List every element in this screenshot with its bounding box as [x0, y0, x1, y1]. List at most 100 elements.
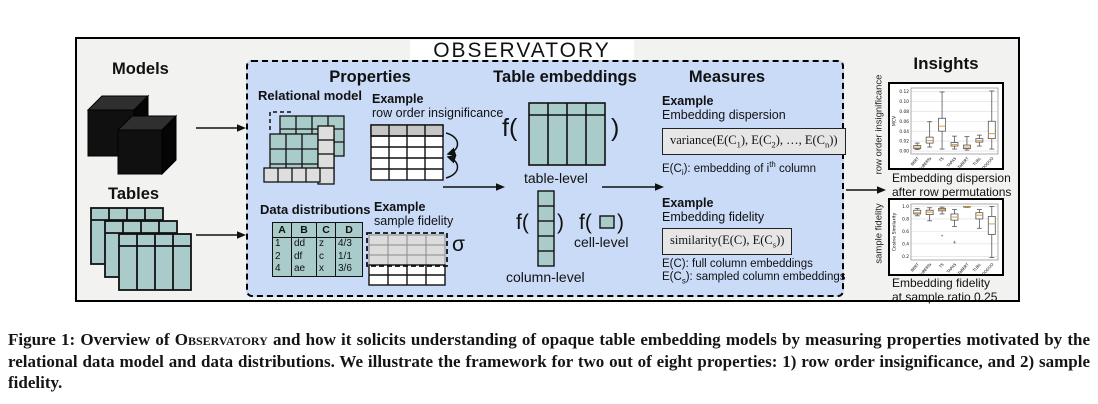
svg-text:0.8: 0.8 [902, 217, 909, 223]
data-table-header: A [272, 222, 292, 238]
data-distributions-table: A B C D 1 2 4 dd df ae z c x 4/3 1/1 3/6 [272, 222, 363, 277]
models-cubes-icon [86, 94, 178, 176]
svg-text:TURL: TURL [971, 155, 983, 167]
figure-title: OBSERVATORY [433, 39, 611, 62]
formula-text: )) [776, 233, 785, 247]
plot2-caption: Embedding fidelity at sample ratio 0.25 [892, 276, 997, 304]
table-level-label: table-level [524, 170, 588, 186]
models-label: Models [112, 60, 169, 78]
formula-sub: s [772, 239, 777, 250]
insights-heading: Insights [913, 54, 979, 73]
row-order-table-icon [370, 124, 459, 181]
properties-to-embeddings-arrow [443, 183, 505, 191]
plot2-caption-line1: Embedding fidelity [892, 276, 991, 290]
variance-note: E(Ci): embedding of ith column [662, 160, 816, 177]
svg-text:0.10: 0.10 [899, 99, 909, 105]
data-table-body-cell: 4/3 1/1 3/6 [335, 237, 363, 277]
data-table-body-cell: z c x [316, 237, 336, 277]
svg-text:0.2: 0.2 [902, 254, 909, 260]
plot2-outer-ylabel: sample fidelity [873, 203, 885, 264]
f-close: ) [557, 211, 564, 234]
note-text: ): sampled column embeddings [685, 271, 846, 283]
svg-text:MCV: MCV [892, 115, 898, 126]
svg-text:0.06: 0.06 [899, 119, 909, 125]
example1-sub: row order insignificance [372, 106, 504, 120]
properties-heading: Properties [329, 68, 411, 86]
measures-example2-label: Example [662, 196, 714, 210]
svg-text:0.00: 0.00 [899, 149, 909, 155]
example2-sub: sample fidelity [374, 214, 454, 228]
note-sup: th [769, 160, 776, 169]
insights-boxplot-1: 0.000.020.040.060.080.100.12MCVBERTRoBER… [888, 82, 1004, 170]
f-open: f( [502, 114, 518, 142]
similarity-note-2: E(Cs): sampled column embeddings [662, 271, 846, 285]
formula-text: variance(E(C [670, 133, 737, 147]
caption-text: Figure 1: Overview of [8, 330, 175, 349]
relational-model-label: Relational model [258, 88, 363, 103]
embeddings-to-measures-arrow [602, 183, 664, 191]
similarity-formula: similarity(E(C), E(Cs)) [662, 228, 793, 255]
figure-caption: Figure 1: Overview of Observatory and ho… [8, 329, 1090, 394]
cell-level-label: cell-level [574, 234, 629, 250]
sigma-symbol: σ [452, 233, 465, 256]
svg-text:0.4: 0.4 [902, 241, 909, 247]
f-open: f( [516, 211, 529, 234]
svg-text:0.12: 0.12 [899, 89, 909, 95]
example1-label: Example [372, 92, 424, 106]
svg-text:BERT: BERT [910, 155, 921, 166]
svg-text:0.6: 0.6 [902, 229, 909, 235]
measures-example1-label: Example [662, 94, 714, 108]
models-arrow [196, 124, 246, 132]
cell-level-cell-icon [599, 215, 615, 229]
data-table-header-row: A B C D [272, 222, 363, 238]
table-level-table-icon [528, 102, 606, 166]
svg-text:T5: T5 [937, 155, 945, 163]
note-sub: i [681, 168, 684, 178]
data-distributions-label: Data distributions [260, 202, 371, 217]
f-open: f( [579, 211, 592, 234]
svg-text:T5: T5 [937, 261, 945, 269]
note-text: E(C [662, 162, 682, 175]
plot1-caption-line2: after row permutations [892, 185, 1012, 200]
caption-smallcaps: Observatory [174, 330, 268, 349]
plot1-outer-ylabel: row order insignificance [873, 74, 885, 175]
embeddings-heading: Table embeddings [493, 68, 637, 86]
note-text: E(C [662, 271, 682, 283]
svg-text:TURL: TURL [971, 261, 983, 273]
sample-fidelity-table-icon [366, 232, 448, 286]
svg-text:0.02: 0.02 [899, 139, 909, 145]
example2-label: Example [374, 200, 426, 214]
tables-stack-icon [90, 207, 192, 291]
svg-text:1.0: 1.0 [902, 204, 909, 210]
similarity-note-1: E(C): full column embeddings [662, 258, 813, 270]
figure-title-chip: OBSERVATORY [410, 40, 634, 61]
svg-text:Cosine Similarity: Cosine Similarity [892, 212, 898, 251]
formula-text: ), …, E(C [775, 133, 826, 147]
svg-text:0.04: 0.04 [899, 129, 909, 135]
plot2-caption-line2: at sample ratio 0.25 [892, 290, 998, 305]
formula-sub: 2 [771, 139, 776, 150]
formula-sub: 1 [736, 139, 741, 150]
note-sub: s [681, 276, 686, 286]
measures-heading: Measures [688, 68, 766, 86]
column-level-stack-icon [537, 190, 555, 267]
formula-text: similarity(E(C), E(C [670, 233, 773, 247]
svg-text:BERT: BERT [910, 261, 921, 272]
note-text: column [775, 162, 817, 175]
tables-arrow [196, 231, 246, 239]
caption-text: and how it solicits understanding of opa… [8, 330, 1091, 392]
plot1-caption: Embedding dispersion after row permutati… [892, 171, 1011, 199]
data-table-body-row: 1 2 4 dd df ae z c x 4/3 1/1 3/6 [272, 237, 363, 277]
measures-example2-sub: Embedding fidelity [662, 210, 765, 224]
relational-model-icon [263, 111, 345, 185]
svg-text:0.08: 0.08 [899, 109, 909, 115]
plot1-caption-line1: Embedding dispersion [892, 171, 1011, 185]
data-table-header: D [335, 222, 363, 238]
column-level-label: column-level [506, 269, 585, 285]
measures-example1-sub: Embedding dispersion [662, 108, 786, 122]
formula-text: )) [829, 133, 838, 147]
formula-sub: n [825, 139, 830, 150]
f-close: ) [617, 211, 624, 234]
tables-label: Tables [108, 185, 160, 203]
